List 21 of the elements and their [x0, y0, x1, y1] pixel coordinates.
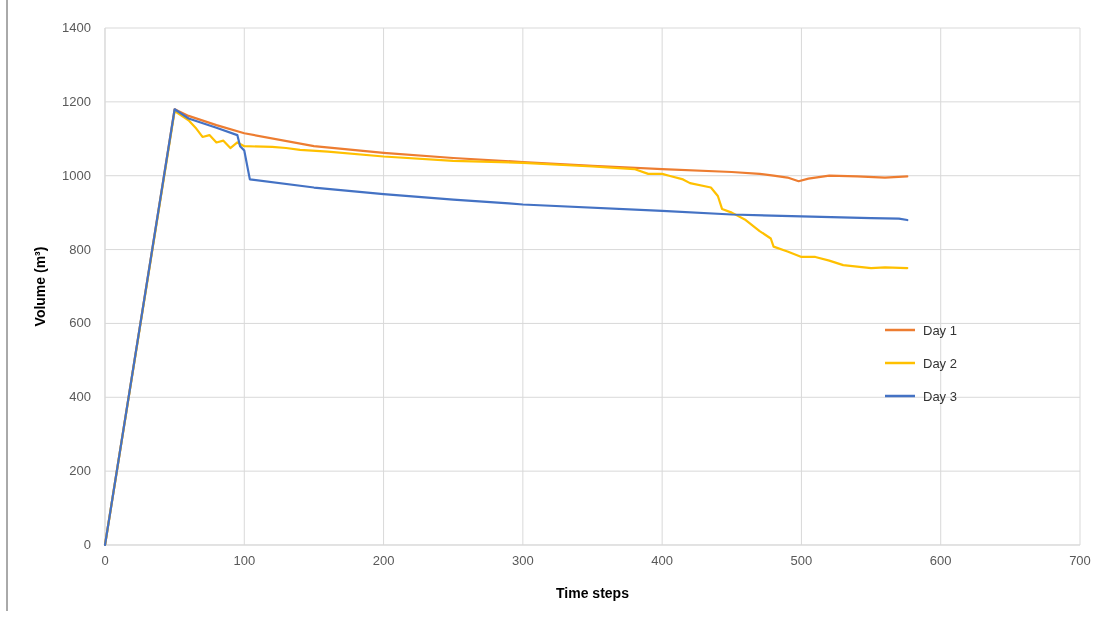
- legend-label: Day 1: [923, 323, 957, 338]
- y-axis-title: Volume (m³): [32, 246, 48, 327]
- y-tick-label: 800: [69, 241, 91, 257]
- x-tick-label: 0: [101, 553, 109, 568]
- y-tick-label: 1400: [62, 20, 91, 35]
- x-tick-label: 200: [372, 553, 395, 568]
- x-tick-label: 400: [651, 553, 673, 568]
- y-tick-label: 200: [69, 463, 91, 479]
- x-tick-label: 100: [233, 553, 256, 568]
- x-tick-label: 300: [512, 553, 534, 568]
- x-tick-label: 600: [929, 553, 952, 568]
- y-tick-label: 400: [69, 389, 91, 405]
- y-tick-label: 600: [69, 315, 91, 331]
- x-axis-title: Time steps: [556, 585, 630, 601]
- x-tick-label: 700: [1069, 553, 1091, 568]
- x-tick-label: 500: [790, 553, 813, 568]
- y-tick-label: 1200: [62, 93, 91, 109]
- y-tick-label: 0: [83, 537, 91, 552]
- legend-label: Day 2: [923, 356, 957, 371]
- y-tick-label: 1000: [62, 167, 91, 183]
- legend-label: Day 3: [923, 389, 957, 404]
